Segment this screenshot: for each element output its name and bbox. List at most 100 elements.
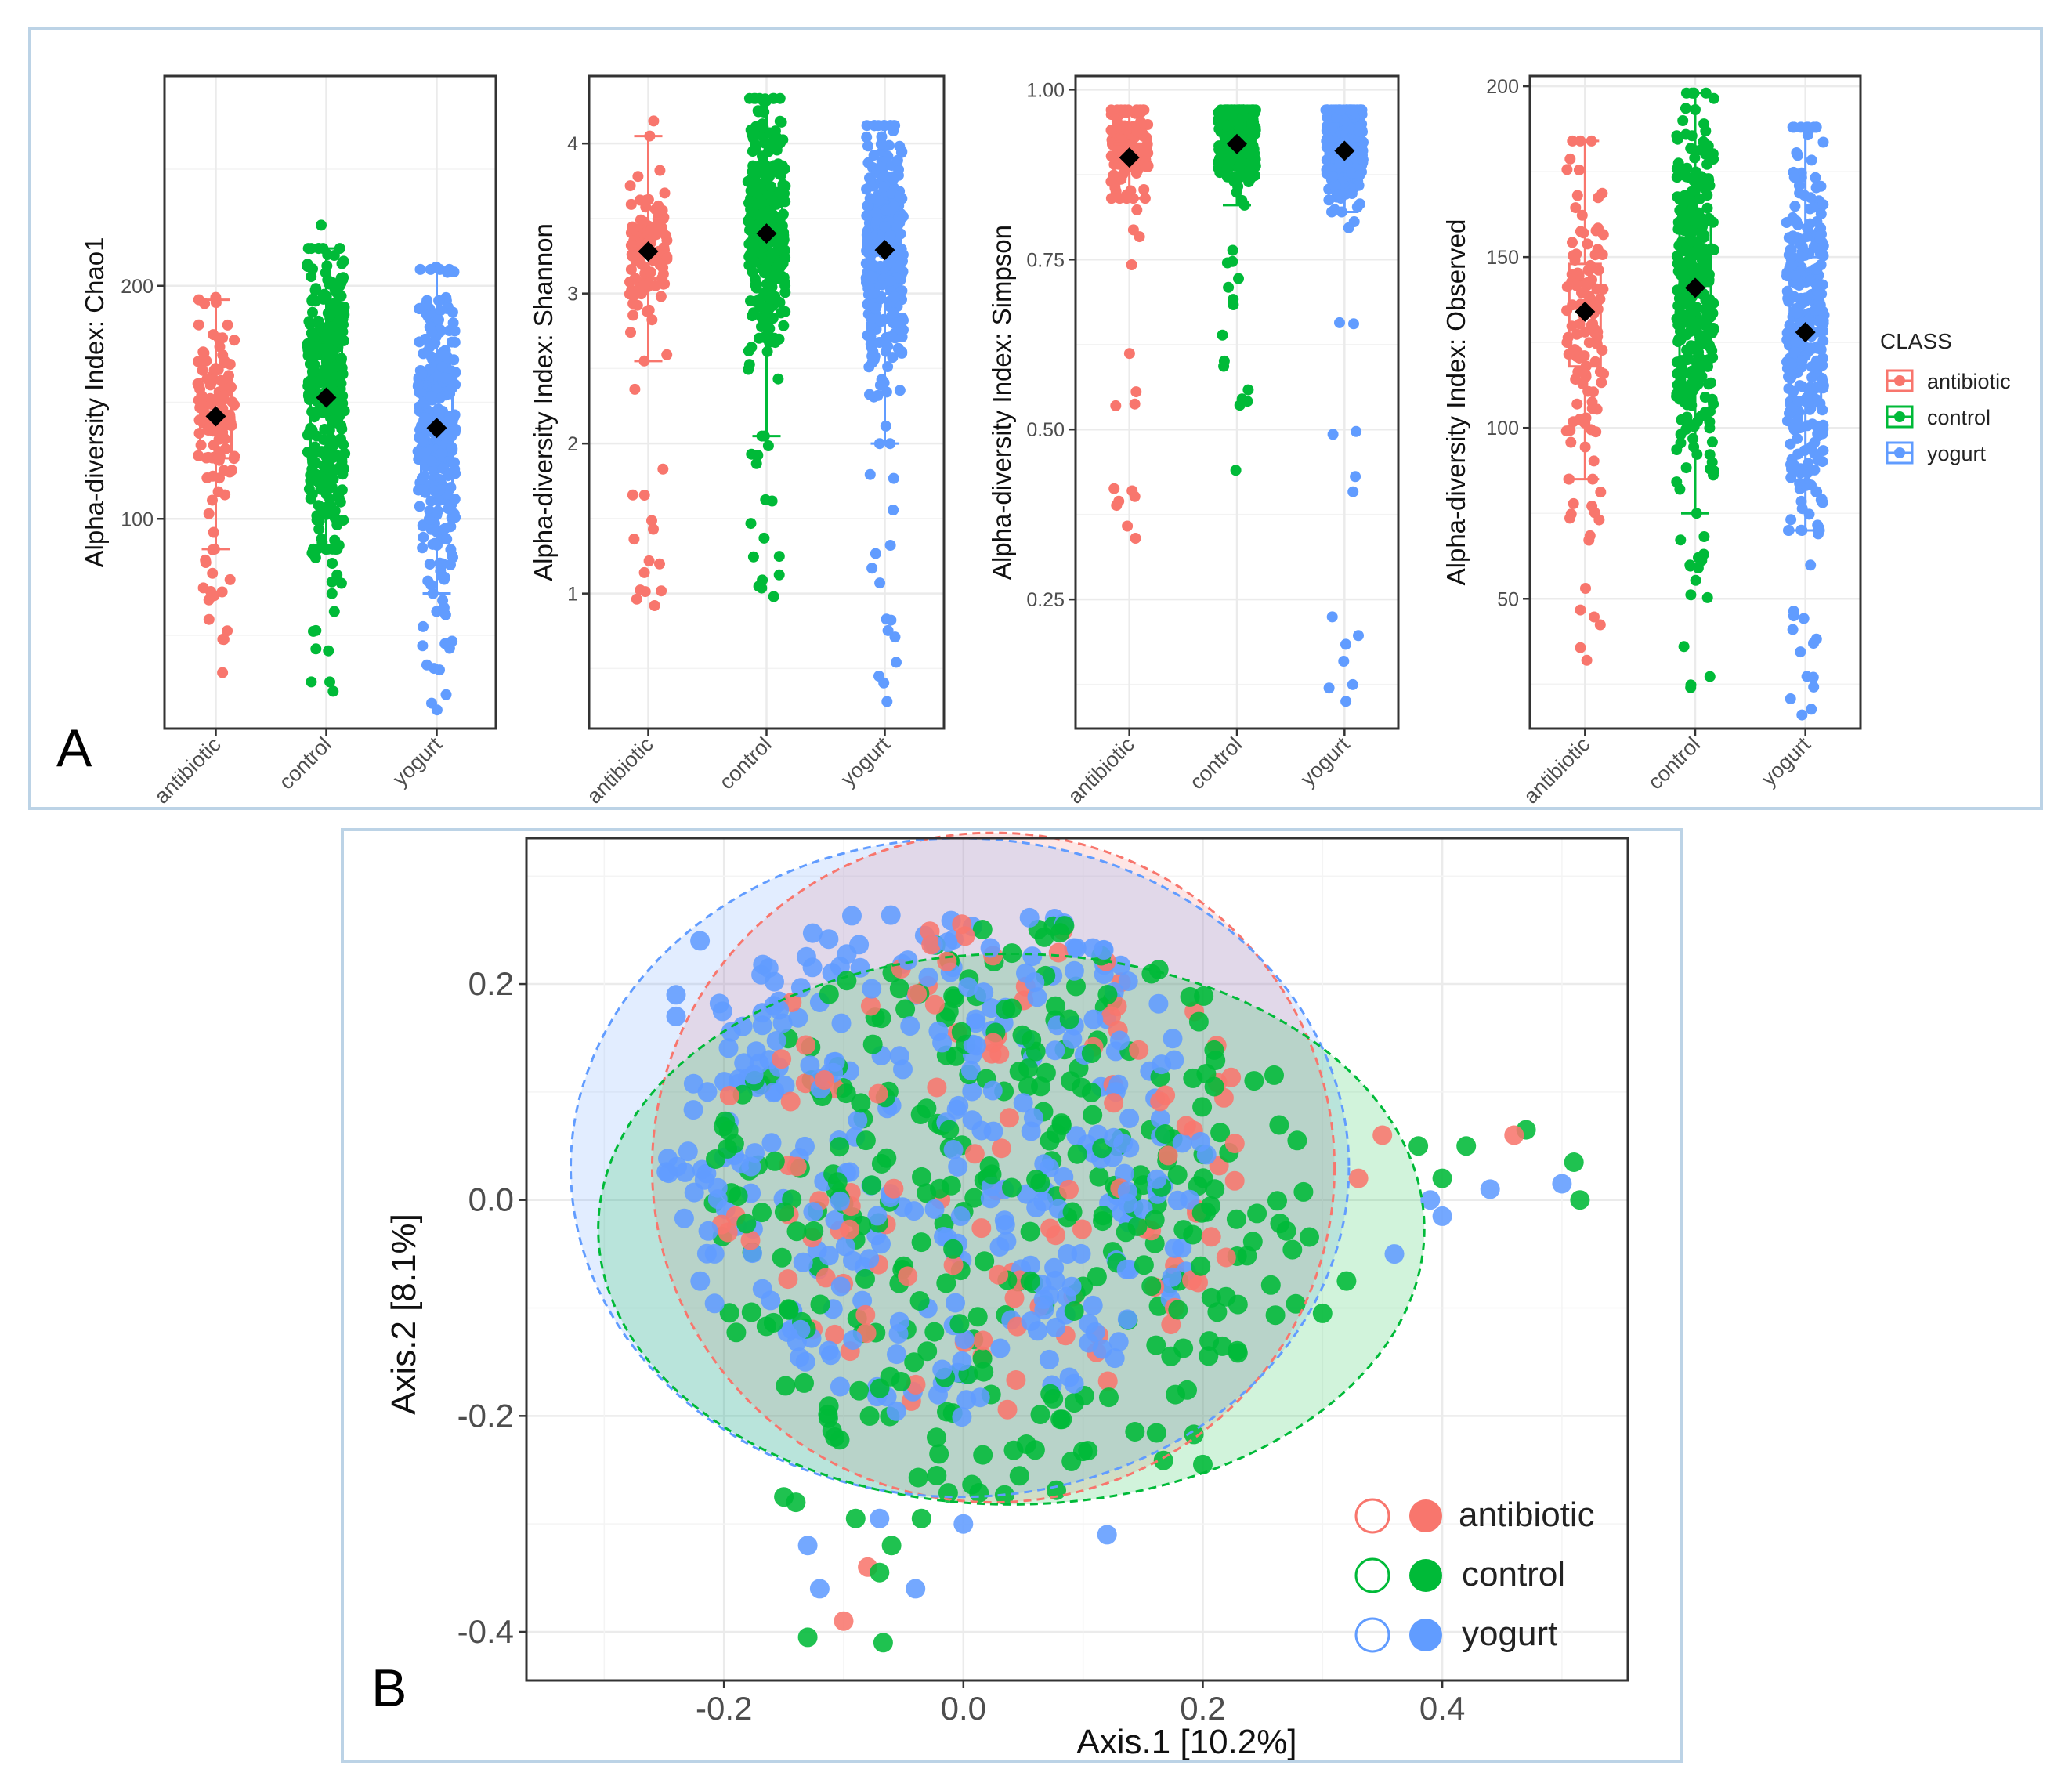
data-point-control [930,1178,950,1199]
data-point [324,676,335,688]
data-point [1688,144,1700,156]
data-point [747,146,758,157]
data-point [329,534,341,546]
data-point [433,314,444,326]
data-point-yogurt [769,1000,790,1020]
data-point [439,638,451,649]
data-point [1142,147,1154,159]
data-point-antibiotic [814,1070,834,1090]
data-point [766,248,778,259]
data-point [436,361,448,373]
data-point-control [772,1247,792,1268]
data-point-antibiotic [999,1108,1019,1128]
data-point-yogurt [990,1338,1011,1358]
data-point-yogurt [790,1319,811,1340]
data-point [1810,172,1821,183]
data-point [1575,642,1586,653]
data-point [862,157,874,168]
data-point [648,115,660,127]
data-point-control [774,1202,794,1222]
mean-marker [205,406,226,427]
data-point [628,534,640,545]
data-point-control [1168,1300,1188,1320]
mean-marker [316,387,337,408]
data-point [1808,681,1820,693]
data-point-control [927,1427,946,1448]
data-point-control [917,1098,937,1119]
data-point [1785,244,1797,255]
data-point-yogurt [690,931,711,951]
data-point-yogurt [1147,1169,1167,1189]
data-point-yogurt [958,977,978,997]
data-point [218,390,230,401]
data-point [322,249,334,261]
data-point-antibiotic [971,1218,992,1239]
data-point-yogurt [1117,1309,1137,1329]
data-point [1796,503,1808,515]
data-point-control [880,1366,900,1387]
data-point [1799,296,1810,308]
data-point [745,125,757,136]
data-point [881,613,892,625]
data-point [1783,525,1794,536]
data-point [627,489,638,501]
data-point [1792,396,1804,407]
data-point [204,379,216,391]
data-point-antibiotic [840,1219,860,1239]
data-point [434,324,446,335]
data-point [1701,202,1713,214]
data-point [327,346,339,358]
data-point-antibiotic [991,1138,1011,1159]
data-point [1690,236,1701,248]
data-point-control [881,1536,902,1556]
data-point [657,463,669,475]
data-point-yogurt [704,1243,725,1264]
data-point-control [851,1093,871,1113]
legend-item-antibiotic: antibiotic [1886,369,2011,393]
data-point [1590,426,1602,438]
data-point [1677,381,1688,392]
data-point [1814,233,1826,244]
data-point [881,696,893,707]
legend-point [1894,375,1905,386]
data-point [418,531,429,543]
data-point-yogurt [1116,1259,1137,1279]
data-point [338,439,349,450]
data-point [337,390,349,402]
data-point [423,513,435,525]
data-point [449,494,461,505]
data-point [320,329,332,341]
data-point [1575,604,1586,616]
data-point [654,165,666,176]
data-point [1705,406,1716,418]
data-point-yogurt [745,1143,765,1163]
data-point [1692,563,1704,573]
data-point [746,342,758,353]
data-point [1111,116,1123,127]
data-point [1223,281,1235,293]
data-point [893,164,904,175]
data-point [888,173,899,185]
data-point [1685,589,1697,601]
data-point [306,676,317,688]
data-point-antibiotic [1224,1134,1245,1153]
data-point [876,131,888,143]
data-point [639,586,651,598]
legend-point-key [1409,1619,1442,1651]
data-point-control [726,1322,747,1343]
data-point [1589,611,1600,623]
data-point [320,543,331,555]
data-point-control [1244,1071,1264,1091]
data-point-yogurt [758,958,779,979]
data-point [1791,217,1803,229]
y-tick-label: 0.25 [1026,589,1065,611]
data-point [1686,314,1698,326]
data-point-yogurt [743,1065,764,1085]
data-point-yogurt [666,1006,686,1026]
data-point [1335,104,1347,116]
data-point [1131,104,1143,116]
data-point [1803,121,1813,133]
data-point [772,237,784,249]
data-point [1680,424,1692,436]
data-point [205,399,217,410]
